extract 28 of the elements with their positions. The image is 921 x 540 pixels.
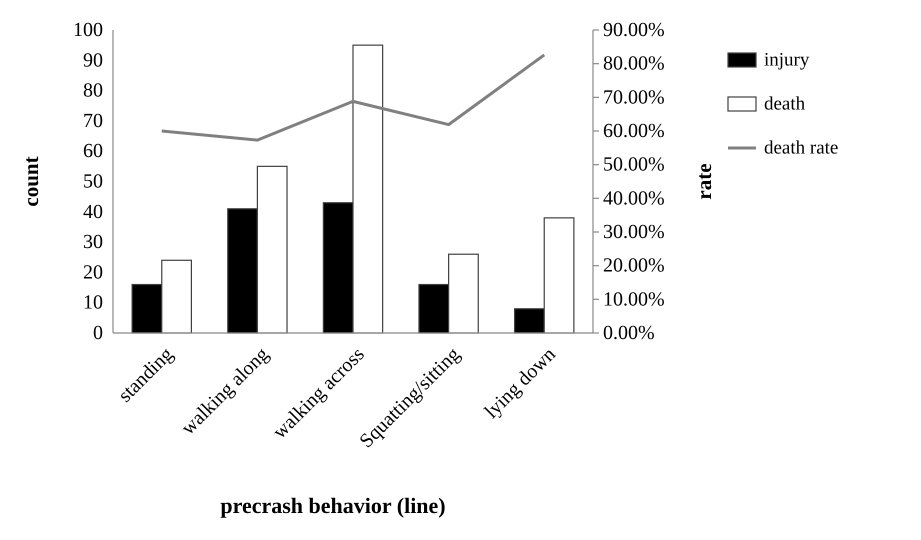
y2-tick-label: 80.00% bbox=[603, 52, 665, 75]
legend-label: death rate bbox=[764, 138, 838, 158]
y-tick-label: 30 bbox=[83, 231, 103, 254]
y-tick-label: 10 bbox=[83, 292, 103, 314]
y-tick-label: 20 bbox=[83, 261, 103, 284]
y-tick-label: 50 bbox=[83, 170, 103, 192]
y2-tick-label: 20.00% bbox=[603, 254, 665, 277]
y-tick-label: 40 bbox=[83, 200, 103, 223]
y2-tick-label: 10.00% bbox=[603, 288, 665, 310]
y2-tick-label: 90.00% bbox=[603, 19, 665, 41]
y2-tick-label: 0.00% bbox=[603, 322, 655, 344]
y2-axis-title: rate bbox=[692, 163, 716, 200]
y-tick-label: 100 bbox=[73, 19, 103, 41]
line-series bbox=[160, 53, 546, 142]
legend-label: death bbox=[764, 94, 806, 114]
y-tick-label: 70 bbox=[83, 110, 103, 132]
y2-tick-label: 40.00% bbox=[603, 187, 665, 210]
y-tick-label: 0 bbox=[93, 322, 103, 344]
y2-tick-label: 60.00% bbox=[603, 120, 665, 142]
y2-tick-label: 50.00% bbox=[603, 154, 665, 176]
y-axis-title: count bbox=[19, 156, 43, 207]
y2-tick-label: 70.00% bbox=[603, 86, 665, 108]
legend-label: injury bbox=[764, 50, 810, 70]
y2-tick-label: 30.00% bbox=[603, 221, 665, 243]
y-tick-label: 80 bbox=[83, 80, 103, 102]
x-axis-title: precrash behavior (line) bbox=[220, 493, 446, 518]
y-tick-label: 60 bbox=[83, 140, 103, 162]
y-tick-label: 90 bbox=[83, 49, 103, 72]
